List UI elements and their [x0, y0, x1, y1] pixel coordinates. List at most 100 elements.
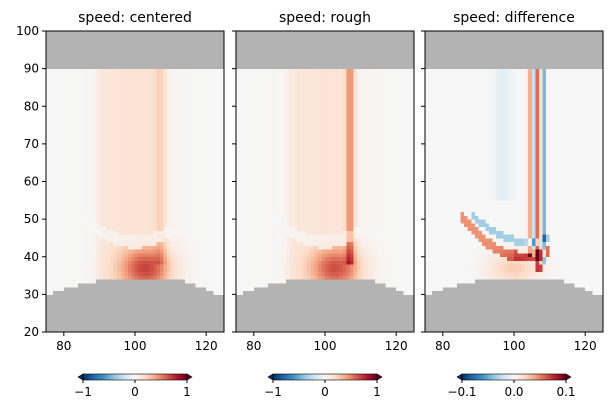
heatmap-cell	[261, 189, 265, 193]
heatmap-cell	[149, 91, 153, 95]
heatmap-cell	[264, 249, 268, 253]
heatmap-cell	[171, 87, 175, 91]
heatmap-cell	[139, 46, 143, 50]
heatmap-cell	[53, 166, 57, 170]
heatmap-cell	[275, 279, 279, 283]
heatmap-cell	[257, 230, 261, 234]
heatmap-cell	[53, 208, 57, 212]
heatmap-cell	[174, 155, 178, 159]
heatmap-cell	[89, 212, 93, 216]
heatmap-cell	[264, 121, 268, 125]
heatmap-cell	[257, 91, 261, 95]
heatmap-cell	[257, 317, 261, 321]
heatmap-cell	[135, 264, 139, 268]
heatmap-cell	[250, 114, 254, 118]
heatmap-cell	[185, 197, 189, 201]
heatmap-cell	[213, 234, 217, 238]
heatmap-cell	[103, 294, 107, 298]
heatmap-cell	[257, 31, 261, 35]
heatmap-cell	[217, 125, 221, 129]
heatmap-cell	[254, 72, 258, 76]
colorbar-swatch	[173, 374, 175, 380]
heatmap-cell	[139, 99, 143, 103]
heatmap-cell	[153, 272, 157, 276]
heatmap-cell	[131, 306, 135, 310]
heatmap-cell	[82, 91, 86, 95]
heatmap-cell	[192, 253, 196, 257]
heatmap-cell	[57, 272, 61, 276]
heatmap-cell	[264, 298, 268, 302]
heatmap-cell	[50, 54, 54, 58]
heatmap-cell	[217, 212, 221, 216]
heatmap-cell	[50, 99, 54, 103]
heatmap-cell	[160, 106, 164, 110]
heatmap-cell	[92, 283, 96, 287]
heatmap-cell	[117, 268, 121, 272]
heatmap-cell	[64, 189, 68, 193]
heatmap-cell	[156, 42, 160, 46]
heatmap-cell	[57, 197, 61, 201]
heatmap-cell	[114, 39, 118, 43]
heatmap-cell	[103, 72, 107, 76]
heatmap-cell	[117, 272, 121, 276]
heatmap-cell	[167, 129, 171, 133]
heatmap-cell	[99, 193, 103, 197]
heatmap-cell	[135, 208, 139, 212]
heatmap-cell	[254, 133, 258, 137]
heatmap-cell	[107, 219, 111, 223]
heatmap-cell	[46, 268, 50, 272]
heatmap-cell	[275, 268, 279, 272]
heatmap-cell	[261, 245, 265, 249]
heatmap-cell	[71, 84, 75, 88]
heatmap-cell	[264, 136, 268, 140]
heatmap-cell	[160, 234, 164, 238]
heatmap-cell	[110, 238, 114, 242]
heatmap-cell	[178, 287, 182, 291]
heatmap-cell	[117, 31, 121, 35]
heatmap-cell	[206, 159, 210, 163]
heatmap-cell	[188, 294, 192, 298]
heatmap-cell	[167, 163, 171, 167]
heatmap-cell	[240, 212, 244, 216]
heatmap-cell	[247, 253, 251, 257]
heatmap-cell	[272, 230, 276, 234]
heatmap-cell	[210, 148, 214, 152]
heatmap-cell	[171, 46, 175, 50]
heatmap-cell	[199, 95, 203, 99]
heatmap-cell	[96, 200, 100, 204]
heatmap-cell	[188, 69, 192, 73]
heatmap-cell	[71, 121, 75, 125]
heatmap-cell	[78, 118, 82, 122]
heatmap-cell	[174, 317, 178, 321]
heatmap-cell	[163, 80, 167, 84]
heatmap-cell	[160, 309, 164, 313]
heatmap-cell	[85, 208, 89, 212]
heatmap-cell	[217, 276, 221, 280]
heatmap-cell	[171, 125, 175, 129]
heatmap-cell	[139, 185, 143, 189]
heatmap-cell	[217, 76, 221, 80]
heatmap-cell	[128, 219, 132, 223]
heatmap-cell	[78, 208, 82, 212]
heatmap-cell	[117, 253, 121, 257]
heatmap-cell	[167, 287, 171, 291]
heatmap-cell	[185, 42, 189, 46]
heatmap-cell	[153, 185, 157, 189]
heatmap-cell	[257, 102, 261, 106]
heatmap-cell	[53, 110, 57, 114]
heatmap-cell	[236, 234, 240, 238]
heatmap-cell	[114, 264, 118, 268]
heatmap-cell	[261, 230, 265, 234]
heatmap-cell	[121, 46, 125, 50]
heatmap-cell	[131, 208, 135, 212]
heatmap-cell	[153, 230, 157, 234]
heatmap-cell	[167, 204, 171, 208]
heatmap-cell	[167, 268, 171, 272]
heatmap-cell	[275, 309, 279, 313]
heatmap-cell	[71, 249, 75, 253]
heatmap-cell	[92, 321, 96, 325]
heatmap-cell	[160, 291, 164, 295]
heatmap-cell	[110, 57, 114, 61]
heatmap-cell	[213, 46, 217, 50]
heatmap-cell	[250, 313, 254, 317]
